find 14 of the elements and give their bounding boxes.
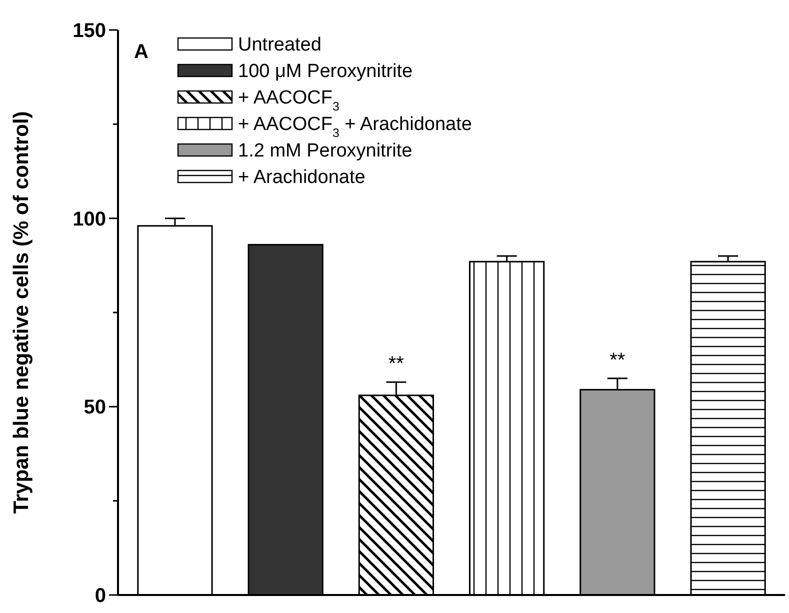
- legend-label: + Arachidonate: [238, 167, 366, 188]
- y-axis-title: Trypan blue negative cells (% of control): [10, 111, 33, 514]
- legend-label: 100 μM Peroxynitrite: [238, 61, 413, 82]
- y-tick-label: 100: [72, 208, 106, 230]
- y-tick-label: 150: [72, 20, 106, 42]
- annotation: A: [134, 41, 148, 63]
- data-label: **: [610, 349, 626, 372]
- legend-label: + AACOCF$_{3}$: [238, 88, 340, 114]
- legend-label: + AACOCF$_{3}$ + Arachidonate: [238, 114, 472, 140]
- data-label: **: [388, 353, 404, 376]
- legend-label: Untreated: [238, 34, 322, 56]
- y-tick-label: 50: [84, 396, 106, 419]
- y-tick-label: 0: [94, 585, 106, 607]
- legend-label: 1.2 mM Peroxynitrite: [238, 140, 412, 162]
